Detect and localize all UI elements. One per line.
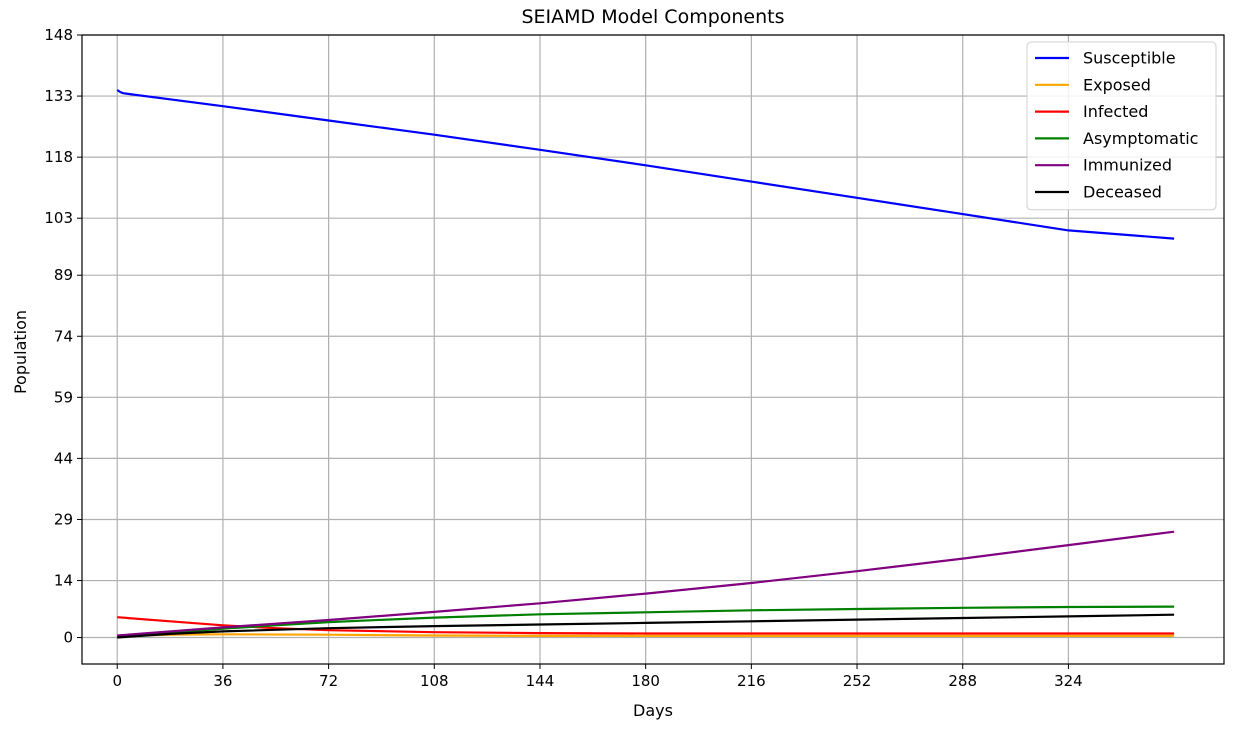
y-tick-label: 74 xyxy=(54,327,73,345)
legend-label-immunized: Immunized xyxy=(1083,156,1172,175)
plot-frame xyxy=(81,34,1225,665)
y-tick-label: 89 xyxy=(54,266,73,284)
legend-box xyxy=(1026,41,1217,211)
x-tick-label: 288 xyxy=(948,672,977,690)
legend-label-infected: Infected xyxy=(1083,102,1148,121)
y-axis-label: Population xyxy=(11,310,30,394)
y-tick-label: 29 xyxy=(54,510,73,528)
x-tick-label: 252 xyxy=(843,672,872,690)
x-tick-label: 216 xyxy=(737,672,766,690)
y-tick-label: 44 xyxy=(54,449,73,467)
y-tick-label: 103 xyxy=(44,209,73,227)
y-tick-label: 14 xyxy=(54,572,73,590)
legend-label-deceased: Deceased xyxy=(1083,183,1162,202)
x-tick-label: 0 xyxy=(112,672,122,690)
series-line-immunized xyxy=(117,530,1175,637)
y-tick-label: 148 xyxy=(44,26,73,44)
x-tick-label: 144 xyxy=(526,672,555,690)
y-tick-label: 133 xyxy=(44,87,73,105)
series-line-exposed xyxy=(117,633,1175,638)
legend: Susceptible Exposed Infected Asymptomatic Im… xyxy=(1026,41,1217,211)
y-tick-label: 0 xyxy=(63,629,73,647)
legend-label-exposed: Exposed xyxy=(1083,75,1151,94)
x-axis-label: Days xyxy=(633,701,673,720)
x-tick-label: 108 xyxy=(420,672,449,690)
series-line-infected xyxy=(117,616,1175,635)
legend-label-asymptomatic: Asymptomatic xyxy=(1083,129,1198,148)
x-tick-label: 36 xyxy=(213,672,232,690)
series-line-susceptible xyxy=(116,89,1175,240)
x-tick-label: 324 xyxy=(1054,672,1083,690)
series-lines xyxy=(116,89,1175,639)
x-tick-label: 72 xyxy=(319,672,338,690)
ticks: 0 36 72 108 144 180 216 252 288 324 0 14 29 44 59 74 89 1… xyxy=(44,26,1082,690)
y-tick-label: 59 xyxy=(54,388,73,406)
series-line-asymptomatic xyxy=(117,605,1175,638)
x-tick-label: 180 xyxy=(631,672,660,690)
series-line-deceased xyxy=(117,613,1175,639)
legend-label-susceptible: Susceptible xyxy=(1083,49,1176,68)
y-tick-label: 118 xyxy=(44,148,73,166)
chart-title: SEIAMD Model Components xyxy=(521,6,784,28)
